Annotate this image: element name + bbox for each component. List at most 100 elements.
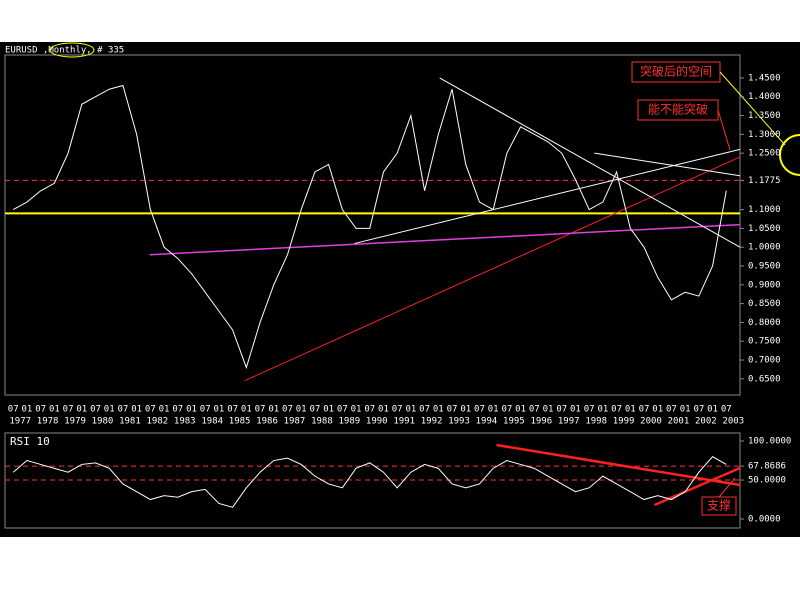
y-tick-label: 1.4000 xyxy=(748,92,781,102)
x-tick-label: 01 xyxy=(570,405,581,415)
x-tick-label: 07 xyxy=(118,405,129,415)
x-tick-label: 07 xyxy=(721,405,732,415)
x-tick-label: 01 xyxy=(433,405,444,415)
x-tick-label: 01 xyxy=(104,405,115,415)
x-tick-label: 07 xyxy=(611,405,622,415)
x-tick-label: 01 xyxy=(213,405,224,415)
x-tick-label: 01 xyxy=(625,405,636,415)
x-tick-label: 07 xyxy=(392,405,403,415)
x-tick-label: 07 xyxy=(474,405,485,415)
x-year-label: 1980 xyxy=(92,417,114,427)
x-year-label: 1997 xyxy=(558,417,580,427)
x-tick-label: 07 xyxy=(255,405,266,415)
annotation: 突破后的空间 xyxy=(640,64,712,79)
x-tick-label: 01 xyxy=(49,405,60,415)
x-tick-label: 07 xyxy=(529,405,540,415)
x-year-label: 1996 xyxy=(530,417,552,427)
x-tick-label: 07 xyxy=(693,405,704,415)
x-year-label: 2002 xyxy=(695,417,717,427)
x-tick-label: 01 xyxy=(296,405,307,415)
x-year-label: 1981 xyxy=(119,417,141,427)
x-year-label: 1988 xyxy=(311,417,333,427)
trend-line xyxy=(149,223,741,256)
x-tick-label: 07 xyxy=(584,405,595,415)
highlight-ellipse xyxy=(49,42,95,58)
x-year-label: 1992 xyxy=(421,417,443,427)
x-tick-label: 07 xyxy=(419,405,430,415)
x-tick-label: 07 xyxy=(145,405,156,415)
y-tick-label: 0.6500 xyxy=(748,374,781,384)
x-tick-label: 07 xyxy=(282,405,293,415)
x-year-label: 2003 xyxy=(722,417,744,427)
x-tick-label: 01 xyxy=(76,405,87,415)
x-tick-label: 07 xyxy=(200,405,211,415)
x-tick-label: 01 xyxy=(323,405,334,415)
x-tick-label: 01 xyxy=(488,405,499,415)
x-tick-label: 01 xyxy=(543,405,554,415)
background xyxy=(0,42,800,537)
x-year-label: 1989 xyxy=(338,417,360,427)
y-tick-label: 0.9000 xyxy=(748,280,781,290)
x-year-label: 1987 xyxy=(284,417,306,427)
x-year-label: 1990 xyxy=(366,417,388,427)
x-tick-label: 01 xyxy=(515,405,526,415)
x-tick-label: 07 xyxy=(8,405,19,415)
x-tick-label: 07 xyxy=(337,405,348,415)
x-tick-label: 01 xyxy=(186,405,197,415)
trend-line xyxy=(496,443,741,487)
y-tick-label: 50.0000 xyxy=(748,476,786,486)
x-tick-label: 01 xyxy=(652,405,663,415)
y-tick-label: 1.0500 xyxy=(748,224,781,234)
y-tick-label: 1.3000 xyxy=(748,130,781,140)
y-tick-label: 1.1775 xyxy=(748,176,781,186)
highlight-circle xyxy=(779,134,800,176)
x-year-label: 1984 xyxy=(201,417,223,427)
x-tick-label: 01 xyxy=(241,405,252,415)
x-year-label: 1985 xyxy=(229,417,251,427)
x-tick-label: 01 xyxy=(707,405,718,415)
x-year-label: 1978 xyxy=(37,417,59,427)
annotation: 支撑 xyxy=(707,498,731,513)
x-tick-label: 07 xyxy=(501,405,512,415)
x-year-label: 1983 xyxy=(174,417,196,427)
x-tick-label: 01 xyxy=(22,405,33,415)
trend-line xyxy=(354,148,741,244)
x-year-label: 1991 xyxy=(393,417,415,427)
x-tick-label: 01 xyxy=(460,405,471,415)
x-year-label: 1977 xyxy=(9,417,31,427)
pointer xyxy=(717,109,731,151)
y-tick-label: 0.8500 xyxy=(748,299,781,309)
pointer xyxy=(718,477,736,498)
y-tick-label: 0.7000 xyxy=(748,356,781,366)
y-tick-label: 1.0000 xyxy=(748,243,781,253)
x-tick-label: 07 xyxy=(172,405,183,415)
x-year-label: 1993 xyxy=(448,417,470,427)
y-tick-label: 1.1000 xyxy=(748,205,781,215)
x-tick-label: 01 xyxy=(159,405,170,415)
x-tick-label: 01 xyxy=(351,405,362,415)
y-tick-label: 0.9500 xyxy=(748,261,781,271)
x-tick-label: 07 xyxy=(63,405,74,415)
pointer xyxy=(719,71,786,146)
y-tick-label: 1.4500 xyxy=(748,73,781,83)
price-line xyxy=(12,84,727,370)
x-year-label: 1982 xyxy=(147,417,169,427)
x-tick-label: 07 xyxy=(639,405,650,415)
y-tick-label: 0.8000 xyxy=(748,318,781,328)
price-line xyxy=(12,455,727,508)
rsi-title: RSI 10 xyxy=(10,435,50,448)
trend-line xyxy=(594,152,741,177)
chart-title: EURUSD ,Monthly, # 335 xyxy=(5,46,124,56)
x-year-label: 1994 xyxy=(476,417,498,427)
y-tick-label: 100.0000 xyxy=(748,437,791,447)
trend-line xyxy=(439,77,741,248)
x-year-label: 1979 xyxy=(64,417,86,427)
x-tick-label: 01 xyxy=(405,405,416,415)
x-tick-label: 07 xyxy=(666,405,677,415)
y-tick-label: 0.7500 xyxy=(748,337,781,347)
x-tick-label: 01 xyxy=(680,405,691,415)
x-tick-label: 01 xyxy=(131,405,142,415)
y-tick-label: 67.8686 xyxy=(748,462,786,472)
x-tick-label: 07 xyxy=(364,405,375,415)
